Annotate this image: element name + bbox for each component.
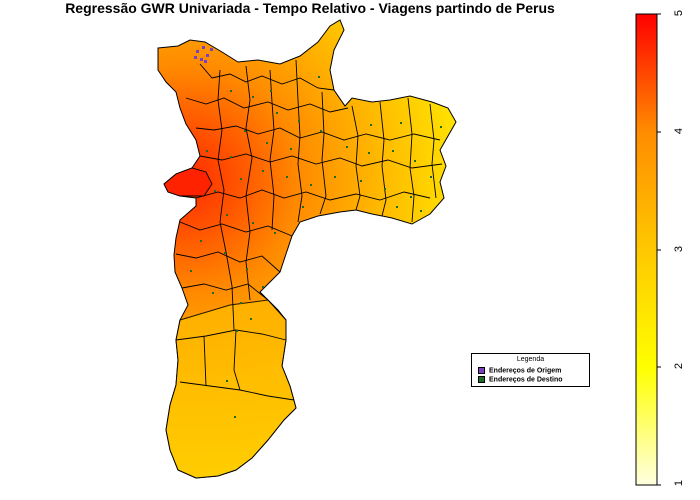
origin-points (194, 46, 213, 63)
legend-item-origin: Endereços de Origem (478, 367, 561, 375)
legend-label-destination: Endereços de Destino (489, 376, 563, 384)
scale-tick-5: 5 (673, 9, 685, 17)
scale-tick-2: 2 (673, 362, 685, 370)
color-scale-ticks (657, 13, 661, 486)
district-west (163, 167, 213, 197)
district-boundaries (175, 59, 443, 401)
choropleth-map (157, 19, 457, 479)
scale-tick-4: 4 (673, 127, 685, 135)
legend: Legenda Endereços de Origem Endereços de… (471, 353, 590, 387)
scale-tick-3: 3 (673, 245, 685, 253)
destination-points (190, 76, 442, 418)
origin-swatch (478, 367, 485, 374)
legend-item-destination: Endereços de Destino (478, 376, 563, 384)
scale-tick-1: 1 (673, 479, 685, 487)
destination-swatch (478, 376, 485, 383)
legend-label-origin: Endereços de Origem (489, 367, 562, 375)
map-title: Regressão GWR Univariada - Tempo Relativ… (65, 0, 555, 16)
color-scale-bar (635, 13, 658, 486)
legend-title: Legenda (516, 356, 545, 363)
